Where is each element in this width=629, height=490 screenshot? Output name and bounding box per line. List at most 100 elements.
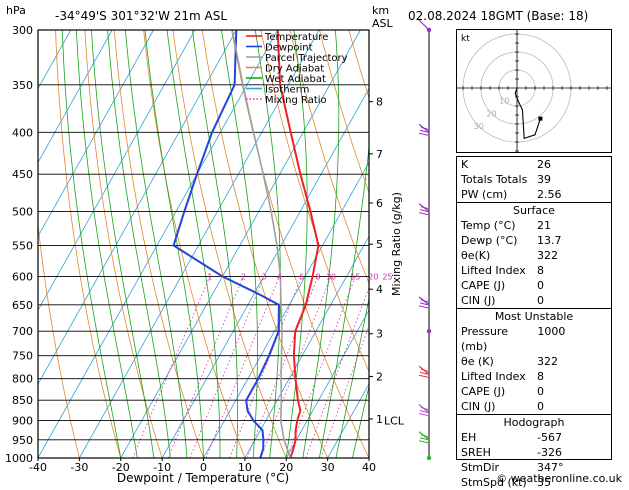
dry-adiabat-line bbox=[289, 30, 369, 285]
most-unstable-rows: Pressure (mb) 1000 θe (K) 322 Lifted Index 8 C… bbox=[457, 324, 611, 414]
index-row: Totals Totals 39 bbox=[457, 172, 611, 187]
surface-row: CIN (J) 0 bbox=[457, 293, 611, 308]
surface-rows: Temp (°C) 21 Dewp (°C) 13.7 θe(K) 322 Lifted I… bbox=[457, 218, 611, 308]
pressure-tick-label: 400 bbox=[12, 126, 33, 139]
isotherm-line bbox=[244, 235, 369, 458]
mixing-ratio-label: 10 bbox=[326, 272, 336, 281]
km-label: km bbox=[372, 4, 389, 17]
km-tick-label: 7 bbox=[376, 148, 383, 161]
hodograph-stat-row-value: -326 bbox=[537, 446, 562, 459]
pressure-tick-label: 900 bbox=[12, 415, 33, 428]
surface-row-value: 13.7 bbox=[537, 234, 562, 247]
surface-row-value: 21 bbox=[537, 219, 551, 232]
hodograph-trace bbox=[514, 87, 541, 140]
wind-barb-feather bbox=[419, 129, 429, 133]
km-tick-label: 4 bbox=[376, 283, 383, 296]
surface-row-label: CIN (J) bbox=[461, 294, 496, 307]
most-unstable-row-label: CAPE (J) bbox=[461, 385, 506, 398]
hodograph-stat-row-label: StmSpd (kt) bbox=[461, 476, 527, 489]
x-tick-label: 20 bbox=[279, 461, 293, 474]
mixing-ratio-label: 15 bbox=[350, 272, 360, 281]
asl-label: ASL bbox=[372, 17, 394, 30]
x-tick-label: -20 bbox=[112, 461, 130, 474]
legend-entry: Parcel Trajectory bbox=[265, 53, 348, 64]
hodograph-stat-row-label: SREH bbox=[461, 446, 491, 459]
wind-barb-feather bbox=[418, 413, 429, 417]
most-unstable-row-label: Lifted Index bbox=[461, 370, 526, 383]
wind-barb-feather bbox=[419, 302, 429, 306]
pressure-tick-label: 500 bbox=[12, 206, 33, 219]
isotherm-line bbox=[327, 383, 369, 458]
hodograph-unit-label: kt bbox=[461, 34, 470, 44]
surface-row-label: CAPE (J) bbox=[461, 279, 506, 292]
x-tick-label: 40 bbox=[362, 461, 376, 474]
wind-barb-feather bbox=[420, 206, 429, 210]
most-unstable-title: Most Unstable bbox=[494, 310, 574, 323]
legend-entry: Wet Adiabat bbox=[265, 74, 326, 85]
wind-barb-feather bbox=[419, 371, 429, 375]
isotherm-line bbox=[38, 30, 279, 458]
index-row-value: 26 bbox=[537, 158, 551, 171]
pressure-tick-label: 550 bbox=[12, 239, 33, 252]
series-dewpoint bbox=[172, 30, 280, 458]
x-tick-label: -10 bbox=[153, 461, 171, 474]
wind-level-dot bbox=[426, 329, 432, 334]
wind-barb-feather bbox=[420, 126, 429, 130]
most-unstable-row-value: 1000 bbox=[537, 325, 566, 338]
datetime-label: 02.08.2024 18GMT (Base: 18) bbox=[408, 9, 588, 23]
hodograph-stat-row: EH -567 bbox=[457, 430, 611, 445]
hodograph-ring-label: 10 bbox=[499, 97, 509, 106]
surface-row-value: 0 bbox=[537, 294, 544, 307]
x-tick-label: 30 bbox=[321, 461, 335, 474]
credit-text: © weatheronline.co.uk bbox=[496, 472, 622, 485]
hpa-label: hPa bbox=[6, 4, 26, 17]
hodograph-table-title: Hodograph bbox=[503, 416, 565, 429]
surface-row: Temp (°C) 21 bbox=[457, 218, 611, 233]
most-unstable-row-value: 0 bbox=[537, 385, 544, 398]
hodograph-table-rows: EH -567 SREH -326 StmDir 347° StmSpd (kt) 35 bbox=[457, 430, 611, 490]
legend-entry: Isotherm bbox=[265, 85, 309, 96]
km-tick-label: 2 bbox=[376, 370, 383, 383]
surface-row: CAPE (J) 0 bbox=[457, 278, 611, 293]
hodograph-stat-row-label: StmDir bbox=[461, 461, 500, 474]
most-unstable-row-value: 0 bbox=[537, 400, 544, 413]
most-unstable-row-value: 8 bbox=[537, 370, 544, 383]
hodograph-stat-row-value: -567 bbox=[537, 431, 562, 444]
index-row-label: PW (cm) bbox=[461, 188, 508, 201]
mixing-ratio-label: 6 bbox=[299, 272, 304, 281]
hodograph-stat-row: StmSpd (kt) 35 bbox=[457, 475, 611, 490]
mixing-ratio-label: 25 bbox=[382, 272, 392, 281]
most-unstable-row-label: θe (K) bbox=[461, 355, 494, 368]
legend-entry: Temperature bbox=[264, 32, 328, 43]
wet-adiabat-line bbox=[352, 384, 369, 458]
hodograph-ring-label: 30 bbox=[474, 122, 484, 131]
lcl-label: LCL bbox=[384, 415, 405, 428]
pressure-tick-label: 850 bbox=[12, 394, 33, 407]
indices-table: K 26 Totals Totals 39 PW (cm) 2.56 Surface Te… bbox=[456, 156, 612, 489]
surface-row-label: Lifted Index bbox=[461, 264, 526, 277]
hodograph-panel: kt 10 20 30 bbox=[453, 24, 612, 179]
x-tick-label: 10 bbox=[238, 461, 252, 474]
most-unstable-row: CIN (J) 0 bbox=[457, 399, 611, 414]
wind-barb-feather bbox=[419, 410, 429, 414]
hodograph-stat-row-label: EH bbox=[461, 431, 477, 444]
mixing-ratio-label: 4 bbox=[277, 272, 282, 281]
x-tick-label: 0 bbox=[200, 461, 207, 474]
wind-barb-feather bbox=[418, 440, 429, 444]
wind-barb bbox=[418, 19, 430, 31]
wind-level-dot bbox=[426, 455, 432, 461]
mixing-ratio-label: 3 bbox=[261, 272, 266, 281]
surface-row-value: 0 bbox=[537, 279, 544, 292]
hodograph-stat-row: SREH -326 bbox=[457, 445, 611, 460]
mixing-ratio-axis-title: Mixing Ratio (g/kg) bbox=[390, 192, 403, 296]
index-row-label: Totals Totals bbox=[461, 173, 528, 186]
most-unstable-row: Pressure (mb) 1000 bbox=[457, 324, 611, 354]
wind-profile bbox=[418, 19, 432, 461]
most-unstable-row-label: CIN (J) bbox=[461, 400, 496, 413]
isotherm-line bbox=[79, 30, 320, 458]
pressure-tick-label: 600 bbox=[12, 270, 33, 283]
wind-barb-feather bbox=[418, 374, 429, 378]
km-tick-label: 3 bbox=[376, 328, 383, 341]
